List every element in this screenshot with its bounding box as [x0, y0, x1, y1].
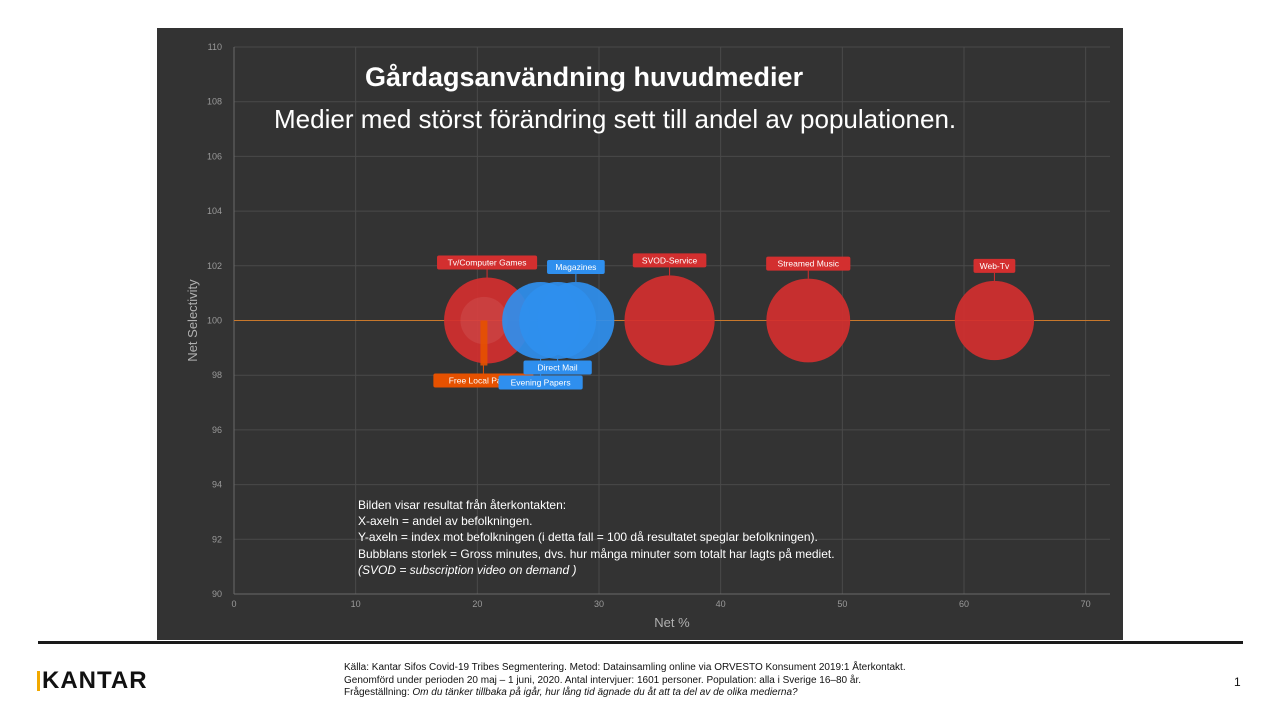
- y-tick-label: 102: [207, 261, 222, 271]
- y-tick-label: 98: [212, 370, 222, 380]
- data-label: Web-Tv: [980, 261, 1010, 271]
- chart-panel: 0 10 20 30 40 50 60 70 90 92 94 96 98 100 102 104 106 108…: [157, 28, 1123, 640]
- source-line-2: Genomförd under perioden 20 maj – 1 juni…: [344, 674, 862, 686]
- data-label: Magazines: [555, 262, 596, 272]
- bubble: [624, 275, 715, 366]
- logo-accent-bar: [37, 671, 40, 691]
- label-box: [973, 258, 1016, 273]
- bubble: [537, 282, 615, 359]
- chart-subtitle: Medier med störst förändring sett till a…: [274, 104, 957, 134]
- bubble-chart: 0 10 20 30 40 50 60 70 90 92 94 96 98 100 102 104 106 108…: [185, 42, 1110, 630]
- x-tick-label: 40: [716, 599, 726, 609]
- bubble-marker: [480, 320, 488, 366]
- data-label: Direct Mail: [538, 363, 578, 373]
- label-box: [437, 255, 538, 270]
- label-box: [498, 375, 583, 390]
- page-number: 1: [1234, 675, 1241, 689]
- y-tick-label: 108: [207, 97, 222, 107]
- label-box: [632, 253, 707, 268]
- x-axis-title: Net %: [654, 615, 690, 630]
- y-tick-label: 96: [212, 425, 222, 435]
- note-line-5: (SVOD = subscription video on demand ): [358, 562, 577, 577]
- note-line-4: Bubblans storlek = Gross minutes, dvs. h…: [358, 546, 835, 561]
- y-axis-title: Net Selectivity: [185, 279, 200, 362]
- y-tick-label: 100: [207, 316, 222, 326]
- data-label: Free Local Papers: [449, 376, 518, 386]
- chart-note: Bilden visar resultat från återkontakten…: [358, 497, 835, 578]
- source-line-1: Källa: Kantar Sifos Covid-19 Tribes Segm…: [344, 662, 906, 673]
- y-tick-label: 106: [207, 151, 222, 161]
- x-tick-label: 10: [351, 599, 361, 609]
- y-tick-label: 104: [207, 206, 222, 216]
- x-tick-label: 30: [594, 599, 604, 609]
- note-line-2: X-axeln = andel av befolkningen.: [358, 514, 533, 529]
- data-label: Tv/Computer Games: [448, 258, 527, 268]
- bubble: [954, 280, 1035, 361]
- question-text: Om du tänker tillbaka på igår, hur lång …: [412, 687, 798, 698]
- note-line-1: Bilden visar resultat från återkontakten…: [358, 498, 567, 512]
- x-tick-label: 60: [959, 599, 969, 609]
- source-line-3: Frågeställning: Om du tänker tillbaka på…: [344, 687, 906, 700]
- bubble: [766, 278, 851, 363]
- data-label: SVOD-Service: [642, 255, 698, 265]
- y-tick-label: 92: [212, 534, 222, 544]
- label-box: [547, 260, 605, 275]
- y-tick-label: 90: [212, 589, 222, 599]
- y-tick-label: 94: [212, 480, 222, 490]
- label-box: [766, 256, 851, 271]
- y-tick-label: 110: [208, 42, 222, 52]
- label-box: [523, 360, 592, 375]
- note-line-3: Y-axeln = index mot befolkningen (i dett…: [358, 530, 818, 545]
- x-tick-label: 50: [837, 599, 847, 609]
- chart-title: Gårdagsanvändning huvudmedier: [365, 62, 804, 92]
- question-label: Frågeställning:: [344, 687, 413, 698]
- x-tick-label: 70: [1081, 599, 1091, 609]
- kantar-logo: KANTAR: [37, 665, 148, 697]
- source-note: Källa: Kantar Sifos Covid-19 Tribes Segm…: [344, 662, 906, 700]
- data-label: Evening Papers: [511, 378, 571, 388]
- logo-text: KANTAR: [42, 667, 148, 694]
- footer-divider: [38, 641, 1243, 644]
- data-label: Streamed Music: [778, 259, 840, 269]
- x-tick-label: 0: [231, 599, 236, 609]
- x-tick-label: 20: [472, 599, 482, 609]
